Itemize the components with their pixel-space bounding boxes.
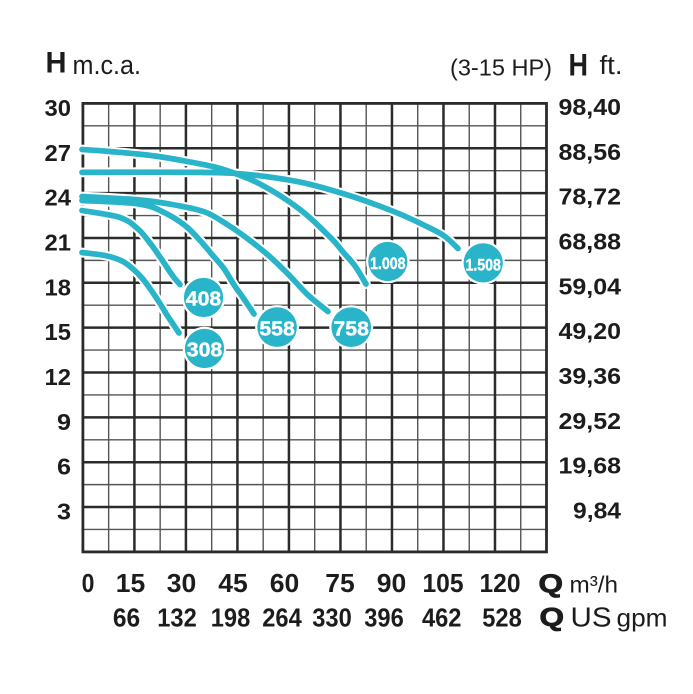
svg-text:558: 558 bbox=[259, 317, 295, 340]
svg-text:132: 132 bbox=[157, 605, 197, 633]
svg-text:18: 18 bbox=[45, 274, 72, 300]
svg-text:45: 45 bbox=[218, 570, 248, 598]
svg-text:9: 9 bbox=[57, 409, 71, 435]
svg-text:528: 528 bbox=[482, 605, 522, 633]
svg-text:Q: Q bbox=[540, 602, 565, 632]
svg-text:462: 462 bbox=[422, 605, 462, 633]
svg-text:39,36: 39,36 bbox=[559, 363, 622, 389]
svg-text:59,04: 59,04 bbox=[559, 273, 622, 299]
svg-text:30: 30 bbox=[45, 95, 72, 121]
svg-text:60: 60 bbox=[270, 570, 300, 598]
svg-text:264: 264 bbox=[262, 605, 302, 633]
svg-text:6: 6 bbox=[57, 454, 71, 480]
svg-text:m³/h: m³/h bbox=[570, 572, 619, 598]
svg-text:29,52: 29,52 bbox=[559, 408, 622, 434]
svg-text:66: 66 bbox=[113, 605, 140, 633]
svg-text:75: 75 bbox=[325, 570, 355, 598]
svg-text:98,40: 98,40 bbox=[559, 94, 622, 120]
svg-text:90: 90 bbox=[377, 570, 407, 598]
svg-text:408: 408 bbox=[186, 288, 222, 311]
svg-text:ft.: ft. bbox=[600, 52, 623, 80]
svg-text:15: 15 bbox=[116, 570, 146, 598]
svg-text:19,68: 19,68 bbox=[559, 453, 622, 479]
svg-text:Q: Q bbox=[539, 569, 564, 599]
svg-text:1.508: 1.508 bbox=[465, 257, 501, 275]
svg-text:120: 120 bbox=[480, 570, 521, 598]
svg-text:198: 198 bbox=[211, 605, 251, 633]
svg-text:49,20: 49,20 bbox=[559, 318, 622, 344]
svg-text:H: H bbox=[46, 47, 67, 80]
svg-text:78,72: 78,72 bbox=[559, 184, 622, 210]
svg-text:330: 330 bbox=[312, 605, 352, 633]
svg-text:758: 758 bbox=[333, 317, 369, 340]
svg-text:12: 12 bbox=[45, 364, 72, 390]
svg-text:21: 21 bbox=[45, 229, 72, 255]
svg-text:105: 105 bbox=[423, 570, 464, 598]
svg-text:9,84: 9,84 bbox=[573, 498, 621, 524]
svg-text:US: US bbox=[571, 602, 612, 633]
svg-text:88,56: 88,56 bbox=[559, 139, 622, 165]
svg-text:24: 24 bbox=[45, 185, 72, 211]
svg-text:27: 27 bbox=[45, 140, 72, 166]
svg-text:30: 30 bbox=[167, 570, 197, 598]
svg-text:gpm: gpm bbox=[617, 605, 668, 633]
svg-text:H: H bbox=[569, 47, 589, 83]
svg-text:308: 308 bbox=[187, 339, 223, 362]
svg-text:15: 15 bbox=[45, 319, 72, 345]
svg-text:68,88: 68,88 bbox=[559, 228, 622, 254]
svg-text:396: 396 bbox=[364, 605, 404, 633]
svg-text:0: 0 bbox=[82, 570, 95, 598]
svg-text:1.008: 1.008 bbox=[370, 255, 406, 273]
svg-text:3: 3 bbox=[57, 499, 71, 525]
svg-text:m.c.a.: m.c.a. bbox=[73, 50, 142, 80]
svg-text:(3-15 HP): (3-15 HP) bbox=[450, 55, 552, 81]
